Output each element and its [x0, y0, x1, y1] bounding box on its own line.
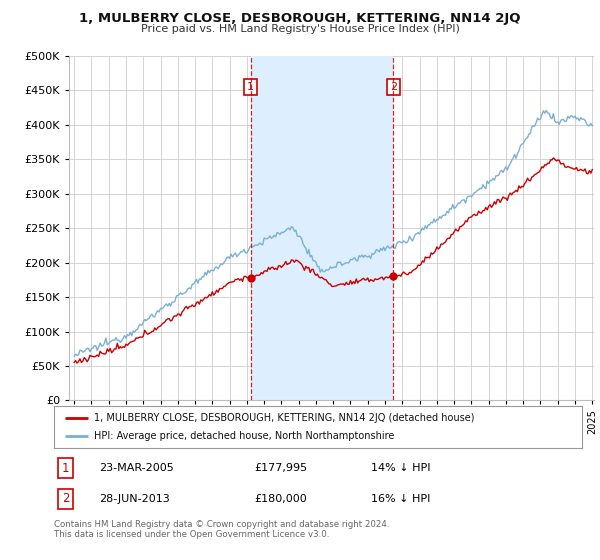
Text: £177,995: £177,995: [254, 463, 308, 473]
Text: 1, MULBERRY CLOSE, DESBOROUGH, KETTERING, NN14 2JQ (detached house): 1, MULBERRY CLOSE, DESBOROUGH, KETTERING…: [94, 413, 474, 423]
Text: 2: 2: [390, 82, 397, 92]
Text: 28-JUN-2013: 28-JUN-2013: [99, 494, 170, 504]
Text: £180,000: £180,000: [254, 494, 307, 504]
Text: Contains HM Land Registry data © Crown copyright and database right 2024.
This d: Contains HM Land Registry data © Crown c…: [54, 520, 389, 539]
Text: 23-MAR-2005: 23-MAR-2005: [99, 463, 173, 473]
Text: 14% ↓ HPI: 14% ↓ HPI: [371, 463, 430, 473]
Text: 1: 1: [62, 461, 70, 475]
Bar: [251, 56, 394, 400]
Text: 16% ↓ HPI: 16% ↓ HPI: [371, 494, 430, 504]
Text: HPI: Average price, detached house, North Northamptonshire: HPI: Average price, detached house, Nort…: [94, 431, 394, 441]
Text: Price paid vs. HM Land Registry's House Price Index (HPI): Price paid vs. HM Land Registry's House …: [140, 24, 460, 34]
Text: 2: 2: [62, 492, 70, 506]
Text: 1, MULBERRY CLOSE, DESBOROUGH, KETTERING, NN14 2JQ: 1, MULBERRY CLOSE, DESBOROUGH, KETTERING…: [79, 12, 521, 25]
Text: 1: 1: [247, 82, 254, 92]
